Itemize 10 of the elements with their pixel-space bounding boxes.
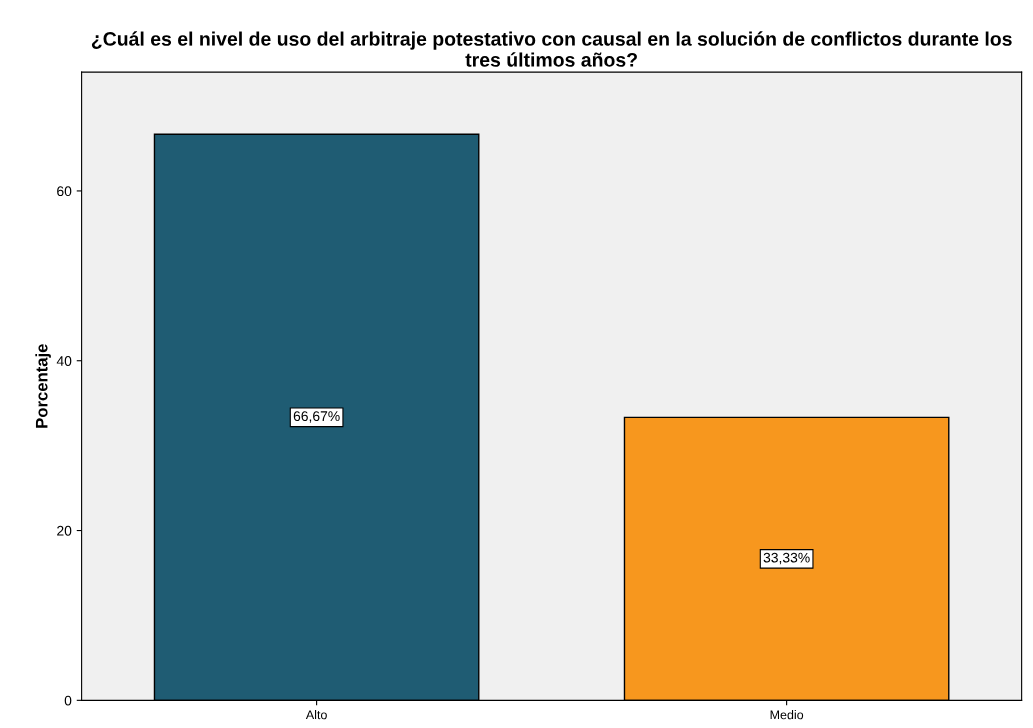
- y-tick-label: 60: [57, 186, 72, 197]
- x-tick-label: Medio: [770, 710, 804, 720]
- data-label: 33,33%: [763, 552, 810, 565]
- y-tick-label: 0: [64, 695, 72, 706]
- chart-title: ¿Cuál es el nivel de uso del arbitraje potestativo con causal en la solución de conflictos durante los tres últimos años?: [91, 31, 1012, 67]
- x-tick-label: Alto: [305, 710, 327, 720]
- y-axis-title: Porcentaje: [35, 344, 51, 428]
- y-tick-label: 40: [56, 356, 72, 366]
- data-label: 66,67%: [293, 411, 340, 423]
- y-tick-label: 20: [57, 525, 72, 536]
